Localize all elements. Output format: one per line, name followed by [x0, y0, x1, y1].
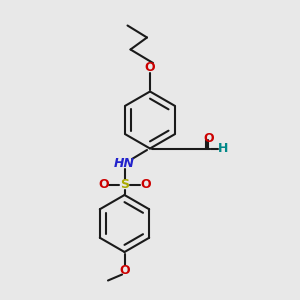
Text: H: H — [218, 142, 229, 155]
Text: S: S — [120, 178, 129, 191]
Text: O: O — [98, 178, 109, 191]
Text: O: O — [145, 61, 155, 74]
Text: HN: HN — [114, 157, 135, 170]
Text: O: O — [119, 263, 130, 277]
Text: O: O — [203, 131, 214, 145]
Text: O: O — [140, 178, 151, 191]
